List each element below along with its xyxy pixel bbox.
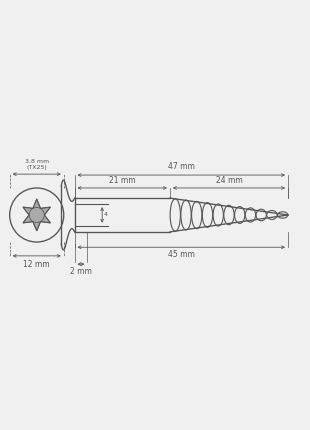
Text: 21 mm: 21 mm — [109, 176, 135, 185]
Text: 4: 4 — [104, 212, 108, 218]
Polygon shape — [23, 200, 50, 230]
Text: 2 mm: 2 mm — [70, 267, 92, 276]
Text: 3.8 mm
(TX25): 3.8 mm (TX25) — [25, 159, 49, 169]
Text: 24 mm: 24 mm — [215, 176, 242, 185]
Text: 45 mm: 45 mm — [168, 250, 195, 259]
Text: 47 mm: 47 mm — [168, 163, 195, 172]
Text: 12 mm: 12 mm — [24, 260, 50, 269]
